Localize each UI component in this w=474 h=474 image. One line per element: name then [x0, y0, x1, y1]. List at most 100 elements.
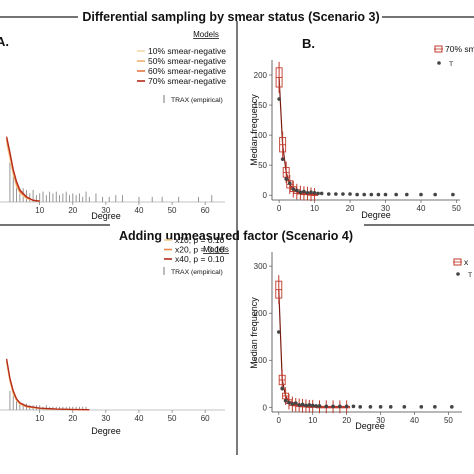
panel-b-empirical-point — [277, 97, 281, 101]
panel-d-x-tick-label: 0 — [277, 416, 282, 425]
panel-c-legend-label-1: x10, p = 0.10 — [175, 235, 225, 245]
panel-d-y-label: Median frequency — [249, 297, 259, 369]
panel-b-empirical-point — [348, 192, 352, 196]
panel-d-empirical-point — [310, 403, 315, 408]
panel-a-label: A. — [0, 34, 9, 49]
panel-b-empirical-point — [362, 192, 367, 197]
panel-a-legend-label-1: 10% smear-negative — [148, 46, 226, 56]
panel-b-empirical-point — [316, 191, 320, 196]
panel-d-empirical-point — [402, 405, 407, 409]
panel-c: 10 20 30 40 50 60 Degree Models x10, p = 0.10… — [0, 235, 229, 436]
panel-d-x-tick-label: 30 — [376, 416, 385, 425]
panel-a-x-tick-label: 60 — [201, 206, 210, 215]
panel-b-x-tick-label: 40 — [417, 204, 426, 213]
panel-b-x-label: Degree — [361, 210, 391, 220]
panel-d-empirical-point — [317, 404, 322, 408]
panel-c-x-tick-label: 30 — [101, 414, 110, 423]
panel-b-y-ticks: 0 50 100 150 200 — [254, 71, 272, 200]
panel-b-empirical-point — [334, 192, 338, 196]
panel-b-empirical-point — [305, 190, 310, 195]
panel-d-empirical-point — [358, 405, 363, 409]
panel-d-empirical-point — [290, 402, 295, 406]
panel-a-x-tick-label: 40 — [135, 206, 144, 215]
panel-b-label: B. — [302, 36, 315, 51]
panel-b-y-label: Median frequency — [249, 94, 259, 166]
panel-c-x-ticks: 10 20 30 40 50 60 — [35, 410, 210, 423]
panel-d-empirical-point — [378, 405, 383, 409]
panel-d-legend: x T — [453, 257, 472, 279]
panel-b-empirical-point — [369, 192, 374, 197]
panel-c-legend-label-3: x40, p = 0.10 — [175, 254, 225, 264]
panel-a-legend-label-2: 50% smear-negative — [148, 56, 226, 66]
panel-b-y-tick-label: 150 — [254, 101, 268, 110]
panel-a-x-tick-label: 20 — [68, 206, 77, 215]
panel-d-x-tick-label: 40 — [410, 416, 419, 425]
panel-b-empirical-point — [341, 192, 345, 196]
panel-d-empirical-point — [293, 401, 298, 405]
panel-c-x-tick-label: 40 — [135, 414, 144, 423]
panel-d-y-tick-label: 0 — [263, 403, 268, 412]
panel-d-x-tick-label: 50 — [444, 416, 453, 425]
panel-d-empirical-point — [450, 405, 454, 409]
panel-d-x-tick-label: 10 — [308, 416, 317, 425]
panel-c-x-tick-label: 20 — [68, 414, 77, 423]
panel-d-y-tick-label: 200 — [254, 309, 268, 318]
panel-d-empirical-point — [419, 405, 424, 409]
panel-d-empirical-point — [331, 404, 335, 409]
panel-b-x-tick-label: 50 — [452, 204, 461, 213]
panel-a-legend-label-3: 60% smear-negative — [148, 66, 226, 76]
panel-c-empirical-rugs — [9, 390, 87, 410]
panel-b-legend-point-label: T — [449, 61, 453, 68]
panel-b-empirical-point — [433, 192, 437, 197]
panel-b-empirical-point — [404, 192, 409, 197]
panel-b-empirical-point — [295, 188, 299, 193]
panel-d-legend-model-label: x — [464, 257, 469, 267]
panel-d-empirical-point — [304, 403, 308, 408]
panel-b-empirical-point — [291, 187, 296, 191]
panel-d-y-tick-label: 300 — [254, 262, 268, 271]
panel-b-x-tick-label: 0 — [277, 204, 282, 213]
panel-d-points — [275, 275, 454, 414]
panel-b-empirical-point — [451, 192, 455, 197]
panel-b-empirical-point — [302, 189, 306, 194]
panel-b-empirical-point — [326, 192, 331, 196]
panel-b-x-tick-label: 10 — [310, 204, 319, 213]
panel-c-legend-title: Models — [203, 245, 229, 254]
panel-a-legend-empirical-label: TRAX (empirical) — [171, 97, 223, 104]
panel-b: 0 50 100 150 200 0 10 20 30 40 50 Median frequenc… — [249, 44, 474, 220]
panel-b-empirical-point — [287, 181, 292, 185]
panel-d-empirical-point — [324, 404, 329, 409]
panel-d-x-tick-label: 20 — [342, 416, 351, 425]
panel-d-empirical-point — [307, 403, 312, 407]
panel-d-legend-point-label: T — [468, 272, 472, 279]
panel-d-empirical-point — [351, 404, 356, 409]
panel-b-empirical-point — [284, 177, 288, 181]
panel-a-x-tick-label: 10 — [35, 206, 44, 215]
frame — [0, 16, 474, 455]
panel-a-x-tick-label: 30 — [101, 206, 110, 215]
panel-b-y-tick-label: 200 — [254, 71, 268, 80]
panel-d-empirical-point — [388, 405, 393, 409]
panel-d-x-label: Degree — [355, 421, 385, 431]
panel-d-empirical-point — [314, 404, 318, 408]
panel-b-empirical-point — [419, 192, 423, 197]
panel-b-legend-model-label: 70% sm — [445, 44, 474, 54]
panel-d-y-tick-label: 100 — [254, 356, 268, 365]
panel-d-empirical-point — [276, 330, 281, 334]
panel-b-legend-point-key — [437, 61, 441, 65]
panel-b-empirical-point — [383, 192, 388, 197]
panel-c-model-lines — [5, 358, 90, 411]
panel-b-y-tick-label: 100 — [254, 131, 268, 140]
panel-b-empirical-point — [394, 192, 398, 197]
panel-d-empirical-point — [300, 402, 305, 407]
panel-d-empirical-point — [287, 400, 291, 405]
panel-c-x-tick-label: 10 — [35, 414, 44, 423]
panel-b-empirical-point — [319, 191, 324, 196]
panel-d-empirical-point — [344, 404, 349, 409]
panel-a-series-line-4 — [5, 136, 40, 202]
panel-c-x-tick-label: 60 — [201, 414, 210, 423]
panel-b-empirical-point — [298, 190, 303, 194]
panel-b-points — [275, 61, 455, 202]
